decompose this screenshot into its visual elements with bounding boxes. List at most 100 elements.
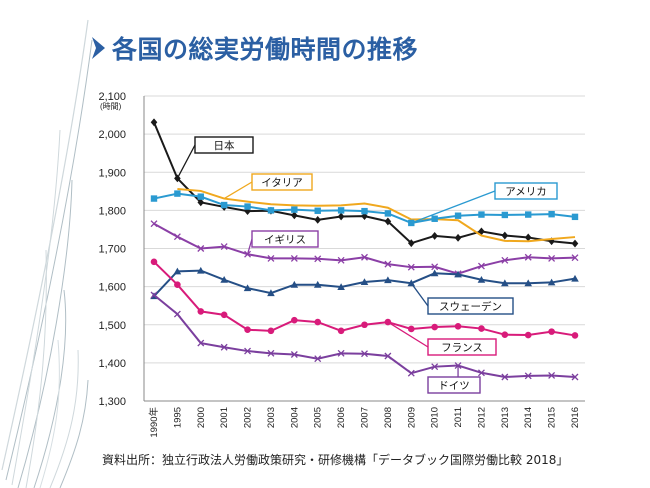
series-label-callout: フランス xyxy=(387,321,497,356)
data-point xyxy=(290,351,298,358)
data-point xyxy=(571,332,579,339)
data-point xyxy=(267,207,275,214)
data-point-stroke xyxy=(477,369,485,377)
series-label: 日本 xyxy=(214,139,235,152)
data-point xyxy=(525,211,532,218)
data-point xyxy=(220,311,228,319)
data-point xyxy=(244,207,251,216)
data-point xyxy=(197,308,205,315)
data-point xyxy=(314,216,322,224)
data-point xyxy=(361,253,368,261)
callout-box xyxy=(194,136,254,154)
data-point-stroke xyxy=(267,349,275,357)
series-label: イタリア xyxy=(261,177,303,189)
data-point xyxy=(244,326,251,334)
data-point xyxy=(524,233,532,242)
x-tick-label: 2004 xyxy=(289,407,300,428)
data-point-stroke xyxy=(407,263,415,271)
data-point xyxy=(407,369,415,377)
callout-leader xyxy=(246,238,253,255)
data-point xyxy=(150,291,158,299)
data-point xyxy=(548,371,556,379)
data-point xyxy=(197,339,205,347)
x-tick-label: 2016 xyxy=(570,407,581,428)
data-point-stroke xyxy=(220,243,228,251)
x-tick-label: 2007 xyxy=(360,407,371,428)
x-tick-label: 2008 xyxy=(383,407,394,428)
data-point-stroke xyxy=(524,253,532,261)
data-point xyxy=(314,355,322,363)
data-point xyxy=(174,281,181,289)
data-point xyxy=(337,207,345,214)
x-tick-label: 2013 xyxy=(500,407,511,428)
data-point xyxy=(290,280,299,288)
series-label: イギリス xyxy=(264,234,306,246)
data-point xyxy=(384,217,392,226)
series-label-callout: スウェーデン xyxy=(410,282,514,315)
data-point xyxy=(571,274,579,282)
data-point xyxy=(267,254,275,262)
data-point xyxy=(524,253,532,261)
y-tick-label: 1,300 xyxy=(98,396,126,408)
data-point xyxy=(360,278,369,286)
data-point xyxy=(547,278,556,286)
data-point-stroke xyxy=(501,373,509,381)
data-point xyxy=(314,255,322,263)
callout-leader xyxy=(176,144,196,179)
y-tick-label: 1,600 xyxy=(98,282,126,294)
callout-box xyxy=(427,376,481,394)
slide-title: 各国の総実労働時間の推移 xyxy=(112,35,419,64)
callout-box xyxy=(251,230,319,248)
x-tick-label: 2010 xyxy=(430,407,441,428)
data-point xyxy=(524,372,532,380)
x-tick-label: 2000 xyxy=(196,407,207,428)
y-tick-label: 1,900 xyxy=(98,167,126,179)
data-point-stroke xyxy=(244,347,252,355)
data-point xyxy=(501,373,509,381)
decorative-feather-lines xyxy=(1,19,93,488)
data-point-stroke xyxy=(290,351,298,358)
x-tick-label: 2002 xyxy=(243,407,254,428)
data-point xyxy=(407,263,415,271)
y-tick-label: 2,100 xyxy=(98,91,126,103)
data-point xyxy=(477,275,486,283)
series-label: アメリカ xyxy=(505,186,546,198)
x-tick-label: 2006 xyxy=(336,407,347,428)
data-point xyxy=(571,254,579,262)
data-point xyxy=(290,254,298,262)
data-point xyxy=(431,215,438,222)
data-point xyxy=(173,310,181,318)
data-point xyxy=(501,231,509,240)
data-point xyxy=(150,220,158,228)
data-point xyxy=(173,233,181,241)
data-point-stroke xyxy=(361,253,368,261)
data-point xyxy=(384,260,392,268)
data-point xyxy=(291,316,298,324)
data-point xyxy=(150,258,158,266)
y-tick-label: 2,000 xyxy=(98,129,126,141)
data-point-stroke xyxy=(548,371,556,379)
data-point-stroke xyxy=(290,254,298,262)
data-point xyxy=(150,118,158,127)
data-point xyxy=(477,262,485,270)
data-point xyxy=(431,263,439,271)
data-point xyxy=(337,256,345,264)
data-point-stroke xyxy=(173,233,181,241)
data-point xyxy=(454,233,462,242)
data-point xyxy=(197,193,204,200)
y-unit-label: (時間) xyxy=(100,102,122,111)
data-point xyxy=(267,289,275,297)
data-point xyxy=(431,232,438,240)
callout-leader xyxy=(410,282,429,307)
data-point xyxy=(430,269,439,277)
series-line xyxy=(177,188,576,243)
data-point xyxy=(478,325,485,332)
data-point xyxy=(384,276,392,284)
data-point-stroke xyxy=(431,363,439,371)
data-point xyxy=(431,323,438,331)
series-label-callout: イギリス xyxy=(246,230,319,255)
data-point-stroke xyxy=(220,343,228,351)
callout-box xyxy=(251,173,313,191)
data-point xyxy=(548,328,555,335)
x-tick-label: 1990年 xyxy=(148,407,160,438)
